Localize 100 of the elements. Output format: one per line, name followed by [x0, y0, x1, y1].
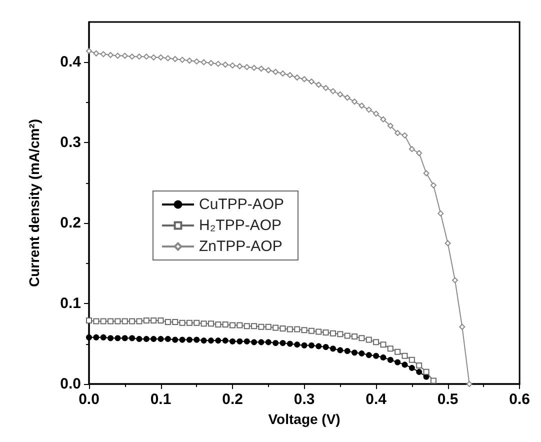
point — [230, 62, 236, 68]
point — [444, 240, 451, 246]
point — [330, 346, 336, 352]
point — [322, 84, 329, 91]
point — [373, 110, 380, 117]
point — [200, 338, 207, 344]
point — [408, 364, 415, 371]
point — [380, 354, 386, 360]
point — [373, 352, 380, 359]
point — [408, 356, 415, 363]
point — [230, 338, 236, 344]
point — [93, 334, 100, 340]
point — [301, 76, 308, 82]
point — [100, 51, 106, 58]
point — [452, 277, 458, 284]
point — [394, 130, 401, 136]
point — [158, 336, 164, 342]
point — [244, 338, 250, 344]
point — [423, 170, 430, 176]
point — [143, 317, 150, 324]
point — [136, 336, 142, 342]
point — [366, 106, 372, 113]
legend-label: ZnTPP-AOP — [199, 238, 282, 255]
point — [222, 321, 228, 328]
point — [272, 68, 279, 75]
point — [294, 74, 300, 81]
point — [236, 338, 243, 344]
point — [114, 335, 121, 342]
point — [215, 60, 222, 67]
point — [394, 348, 401, 355]
point — [322, 344, 329, 350]
point — [208, 60, 214, 66]
point — [93, 50, 100, 56]
point — [272, 340, 279, 346]
point — [265, 67, 272, 74]
point — [258, 324, 264, 330]
point — [308, 328, 314, 334]
point — [186, 320, 192, 326]
point — [402, 132, 408, 138]
point — [194, 320, 200, 326]
point — [100, 334, 106, 340]
point — [373, 339, 380, 346]
point — [108, 335, 114, 342]
point — [251, 64, 258, 71]
point — [179, 56, 186, 63]
point — [294, 326, 300, 332]
point — [136, 54, 142, 60]
point — [143, 336, 150, 342]
point — [222, 62, 228, 68]
point — [129, 318, 136, 324]
point — [150, 336, 157, 342]
point — [208, 320, 214, 327]
y-tick-label: 0.3 — [60, 134, 81, 152]
point — [258, 339, 264, 346]
x-axis-title: Voltage (V) — [268, 410, 340, 427]
x-tick-label: 0.5 — [437, 391, 458, 408]
point — [164, 336, 171, 342]
point — [86, 334, 92, 340]
y-tick-label: 0.2 — [60, 214, 81, 232]
point — [286, 340, 293, 347]
point — [301, 327, 308, 334]
point — [158, 317, 164, 324]
point — [286, 326, 293, 332]
x-tick-label: 0.6 — [509, 391, 530, 408]
point — [322, 330, 329, 336]
point — [430, 378, 436, 384]
point — [122, 318, 128, 324]
point — [301, 342, 308, 348]
point — [244, 64, 250, 70]
x-tick-label: 0.4 — [366, 391, 388, 408]
point — [352, 350, 358, 356]
point — [86, 48, 92, 54]
point — [337, 331, 344, 338]
point — [164, 319, 171, 326]
point — [280, 70, 286, 76]
point — [122, 52, 128, 59]
point — [200, 320, 207, 327]
point — [93, 318, 100, 324]
point — [186, 58, 192, 64]
y-tick-label: 0.4 — [60, 54, 82, 71]
point — [129, 54, 136, 60]
point — [330, 330, 336, 336]
point — [344, 332, 350, 339]
point — [251, 339, 258, 346]
point — [251, 323, 258, 330]
point — [222, 338, 228, 344]
point — [280, 340, 286, 346]
point — [194, 336, 200, 343]
point — [344, 94, 350, 101]
point — [366, 336, 372, 343]
point — [215, 321, 222, 328]
point — [316, 328, 322, 335]
point — [337, 347, 344, 354]
point — [352, 98, 358, 105]
point — [265, 339, 272, 346]
point — [172, 56, 178, 62]
point — [294, 342, 300, 348]
point — [114, 318, 121, 324]
point — [150, 317, 157, 324]
point — [380, 342, 386, 348]
